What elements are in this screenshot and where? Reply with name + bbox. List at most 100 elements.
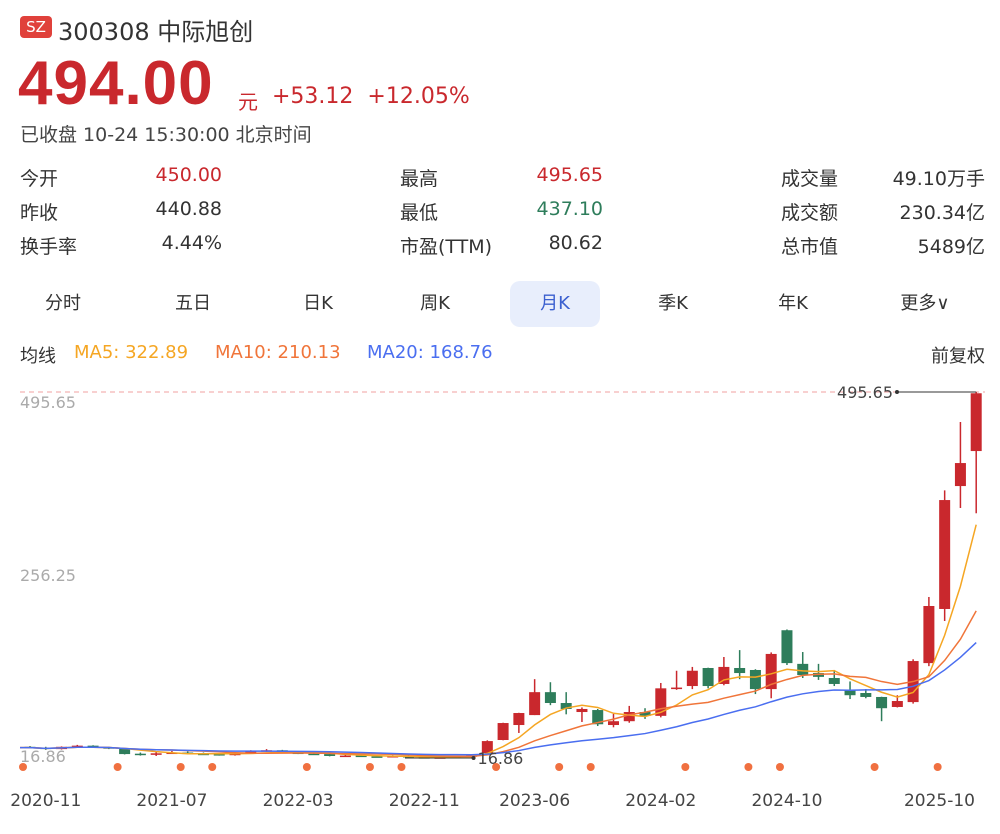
min-marker-dot [471,756,476,760]
stat-label: 市盈(TTM) [400,236,493,258]
candle-body [324,754,336,756]
candle-body [876,696,888,709]
x-tick-label: 2022-11 [389,791,460,811]
current-price: 494.00 [18,49,214,118]
candle-body [954,463,966,487]
stat-value: 495.65 [536,164,603,186]
event-dot [397,763,406,771]
x-tick-label: 2024-10 [751,791,822,811]
x-tick-label: 2023-06 [499,791,570,811]
event-dot [113,763,122,771]
x-tick-label: 2025-10 [904,791,975,811]
candle-body [592,710,604,725]
stat-label: 最高 [400,168,439,190]
candle-body [891,701,903,707]
candle-body [71,745,83,748]
candle-body [544,692,556,704]
event-dot [775,763,784,771]
candle-body [639,712,651,716]
y-tick-label: 16.86 [20,747,66,766]
ma20-legend[interactable]: MA20: 168.76 [367,342,493,363]
candle-body [781,630,793,664]
candle-body [497,723,509,741]
x-tick-label: 2024-02 [625,791,696,811]
tab-3[interactable]: 周K [420,293,450,314]
stat-label: 成交额 [781,202,839,224]
ma20-line [20,642,977,756]
change-amount: +53.12 [272,84,354,109]
market-status: 已收盘 10-24 15:30:00 北京时间 [20,124,312,146]
event-dot [492,763,501,771]
candle-body [828,678,840,684]
tab-0[interactable]: 分时 [45,293,81,314]
stat-label: 换手率 [20,236,78,258]
ma5-line [20,524,977,758]
event-dot [681,763,690,771]
tab-2[interactable]: 日K [303,293,333,314]
tab-1[interactable]: 五日 [175,293,211,314]
stat-label: 今开 [20,168,59,190]
event-dot [933,763,942,771]
candle-body [371,756,383,758]
candle-body [245,751,257,754]
stat-value: 230.34亿 [899,202,985,224]
kline-chart[interactable]: 495.65 256.25 16.86 495.65 16.86 2020-11 2021-… [0,375,1000,834]
candle-body [576,708,588,713]
candle-body [702,667,714,687]
candle-body [529,692,541,716]
candle-body [686,670,698,687]
candle-body [481,741,493,754]
tab-4[interactable]: 月K [510,281,600,327]
candle-body [513,713,525,726]
candle-body [308,753,320,756]
candle-body [671,687,683,690]
stock-title: 300308 中际旭创 [58,18,254,46]
adjust-mode-button[interactable]: 前复权 [931,346,985,367]
event-dot [586,763,595,771]
stat-value: 80.62 [548,232,603,254]
tab-6[interactable]: 年K [778,293,808,314]
change-percent: +12.05% [367,84,470,109]
x-tick-label: 2022-03 [263,791,334,811]
ma-title: 均线 [20,346,56,367]
event-dot [365,763,374,771]
stat-label: 成交量 [781,168,839,190]
candle-body [844,690,856,696]
tab-5[interactable]: 季K [658,293,688,314]
candle-body [607,721,619,726]
exchange-badge: SZ [20,16,52,38]
stat-label: 昨收 [20,202,59,224]
candle-body [939,500,951,609]
ma10-legend: MA10: 210.13 [215,342,341,363]
y-tick-label: 495.65 [20,393,76,412]
candle-body [734,667,746,674]
stat-value: 5489亿 [917,236,985,258]
min-price-label: 16.86 [478,749,524,768]
event-dot [870,763,879,771]
candle-body [150,753,162,755]
candle-body [923,606,935,664]
stat-value: 440.88 [155,198,222,220]
stat-value: 437.10 [536,198,603,220]
candle-body [765,653,777,690]
event-dot [19,763,27,771]
tab-7[interactable]: 更多∨ [900,293,950,314]
stat-value: 49.10万手 [892,168,985,190]
candle-body [718,666,730,684]
y-tick-label: 256.25 [20,566,76,585]
candle-body [749,669,761,690]
candle-body [655,688,667,716]
candle-body [860,692,872,697]
candle-body [87,745,99,748]
stat-label: 最低 [400,202,439,224]
stat-label: 总市值 [781,236,839,258]
event-dot [208,763,217,771]
ma5-legend: MA5: 322.89 [74,342,189,363]
x-tick-label: 2021-07 [136,791,207,811]
price-change: +53.12 +12.05% [272,84,470,109]
candle-body [560,703,572,709]
event-dot [555,763,564,771]
candle-body [355,755,367,758]
candle-body [623,712,635,722]
candle-body [134,753,146,756]
